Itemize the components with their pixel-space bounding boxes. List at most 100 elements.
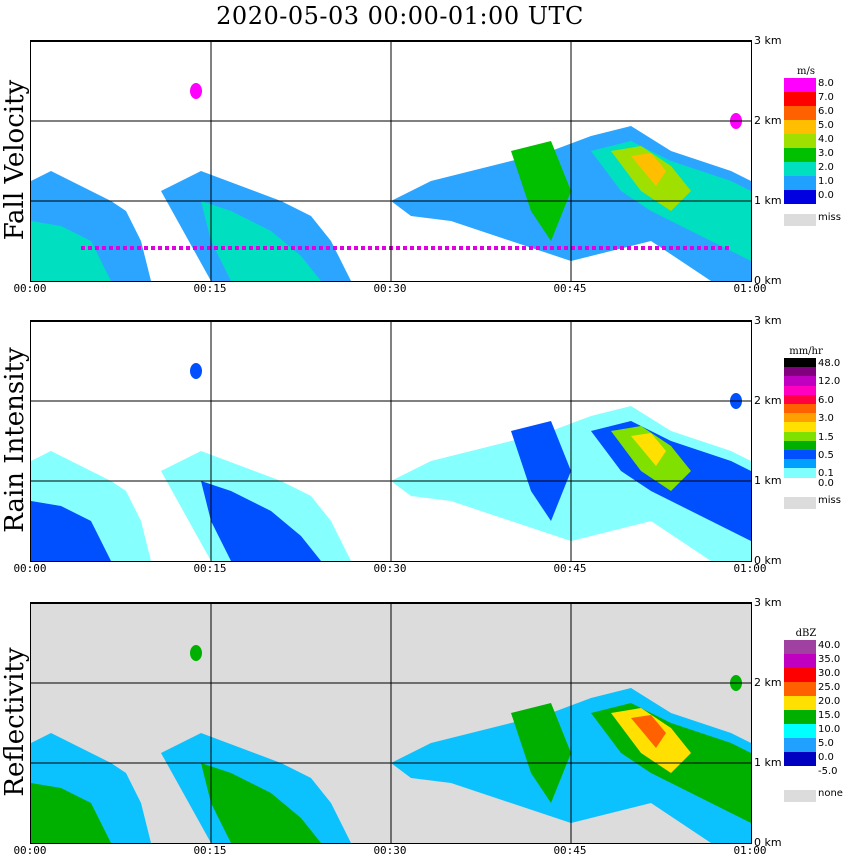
legend-swatch [784, 710, 816, 724]
y-tick-label: 2 km [754, 394, 782, 407]
legend-missing-label: miss [818, 494, 841, 506]
echo-region-inner [201, 481, 321, 561]
echo-region-inner [201, 763, 321, 843]
x-tick-label: 00:45 [553, 844, 587, 857]
legend-swatch [784, 696, 816, 710]
legend-swatch [784, 385, 816, 395]
echo-region-inner [31, 783, 111, 843]
legend-missing-label: none [818, 788, 843, 799]
y-tick-label: 3 km [754, 314, 782, 327]
legend-swatch [784, 358, 816, 368]
legend-level: 48.0 [818, 358, 841, 369]
legend-missing-label: miss [818, 212, 841, 223]
legend-swatch [784, 450, 816, 460]
y-tick-label: 3 km [754, 596, 782, 609]
legend-swatch [784, 668, 816, 682]
legend-swatch [784, 120, 816, 134]
legend-swatch [784, 78, 816, 92]
x-tick-label: 01:00 [733, 562, 767, 575]
y-tick-label: 0 km [754, 554, 782, 567]
legend-level: 0.5 [818, 450, 834, 461]
x-tick-label: 00:00 [13, 844, 47, 857]
legend-level: 0.0 [818, 477, 834, 489]
legend-unit: m/s [797, 66, 815, 77]
legend-swatch [784, 176, 816, 190]
legend-level: 2.0 [818, 162, 834, 173]
legend-swatch [784, 431, 816, 441]
legend-level: 1.5 [818, 431, 834, 443]
legend-level: 8.0 [818, 78, 834, 89]
legend-swatch [784, 162, 816, 176]
x-tick-label: 00:30 [373, 562, 407, 575]
echo-region-inner [31, 221, 111, 281]
panel-ylabel: Rain Intensity [0, 347, 30, 533]
x-tick-label: 00:45 [553, 562, 587, 575]
y-tick-label: 2 km [754, 676, 782, 689]
x-tick-label: 00:15 [193, 844, 227, 857]
legend-level: 0.0 [818, 752, 834, 763]
echo-region-inner [511, 703, 571, 803]
legend-level: 35.0 [818, 654, 841, 665]
x-tick-label: 00:00 [13, 562, 47, 575]
x-tick-label: 01:00 [733, 844, 767, 857]
legend-swatch [784, 404, 816, 414]
echo-core [631, 153, 666, 186]
legend-level: 0.0 [818, 190, 834, 201]
legend-level: 30.0 [818, 668, 841, 679]
x-tick-label: 01:00 [733, 282, 767, 295]
legend-level: 15.0 [818, 710, 841, 721]
legend-swatch [784, 440, 816, 450]
echo-core [631, 715, 666, 748]
legend-swatch [784, 422, 816, 432]
legend-swatch [784, 190, 816, 204]
echo-spot [190, 645, 202, 661]
heatmap-panel [30, 320, 752, 562]
y-tick-label: 2 km [754, 114, 782, 127]
x-tick-label: 00:15 [193, 282, 227, 295]
legend-level: 40.0 [818, 640, 841, 651]
echo-region-inner [511, 141, 571, 241]
echo-region-inner [201, 201, 321, 281]
legend-swatch [784, 376, 816, 386]
legend-missing-swatch [784, 496, 816, 509]
legend-swatch [784, 640, 816, 654]
legend-level: 5.0 [818, 738, 834, 749]
heatmap-plot [31, 321, 751, 561]
y-tick-label: 0 km [754, 836, 782, 849]
legend-level: 25.0 [818, 682, 841, 693]
legend-level: 5.0 [818, 120, 834, 131]
legend-level: 6.0 [818, 106, 834, 117]
y-tick-label: 3 km [754, 34, 782, 47]
legend-level: 12.0 [818, 376, 841, 388]
x-tick-label: 00:30 [373, 844, 407, 857]
panel-ylabel: Fall Velocity [0, 79, 30, 241]
legend-swatch [784, 682, 816, 696]
y-tick-label: 1 km [754, 756, 782, 769]
legend-level: 3.0 [818, 413, 834, 425]
legend-level: 4.0 [818, 134, 834, 145]
page-title: 2020-05-03 00:00-01:00 UTC [216, 2, 584, 30]
legend-swatch [784, 468, 816, 478]
legend-level: 1.0 [818, 176, 834, 187]
x-tick-label: 00:45 [553, 282, 587, 295]
legend-swatch [784, 459, 816, 469]
legend-level: 0.1 [818, 468, 834, 480]
legend-swatch [784, 766, 816, 780]
legend-level: 10.0 [818, 724, 841, 735]
echo-region-inner [511, 421, 571, 521]
legend-swatch [784, 106, 816, 120]
legend-swatch [784, 738, 816, 752]
legend-swatch [784, 477, 816, 487]
legend-unit: mm/hr [789, 346, 823, 357]
echo-core [631, 433, 666, 466]
heatmap-plot [31, 603, 751, 843]
legend-swatch [784, 148, 816, 162]
legend-unit: dBZ [795, 628, 817, 639]
y-tick-label: 0 km [754, 274, 782, 287]
legend-swatch [784, 92, 816, 106]
legend-level: 20.0 [818, 696, 841, 707]
x-tick-label: 00:00 [13, 282, 47, 295]
legend-level: 7.0 [818, 92, 834, 103]
legend-level: -5.0 [818, 766, 838, 777]
legend-level: 6.0 [818, 394, 834, 406]
